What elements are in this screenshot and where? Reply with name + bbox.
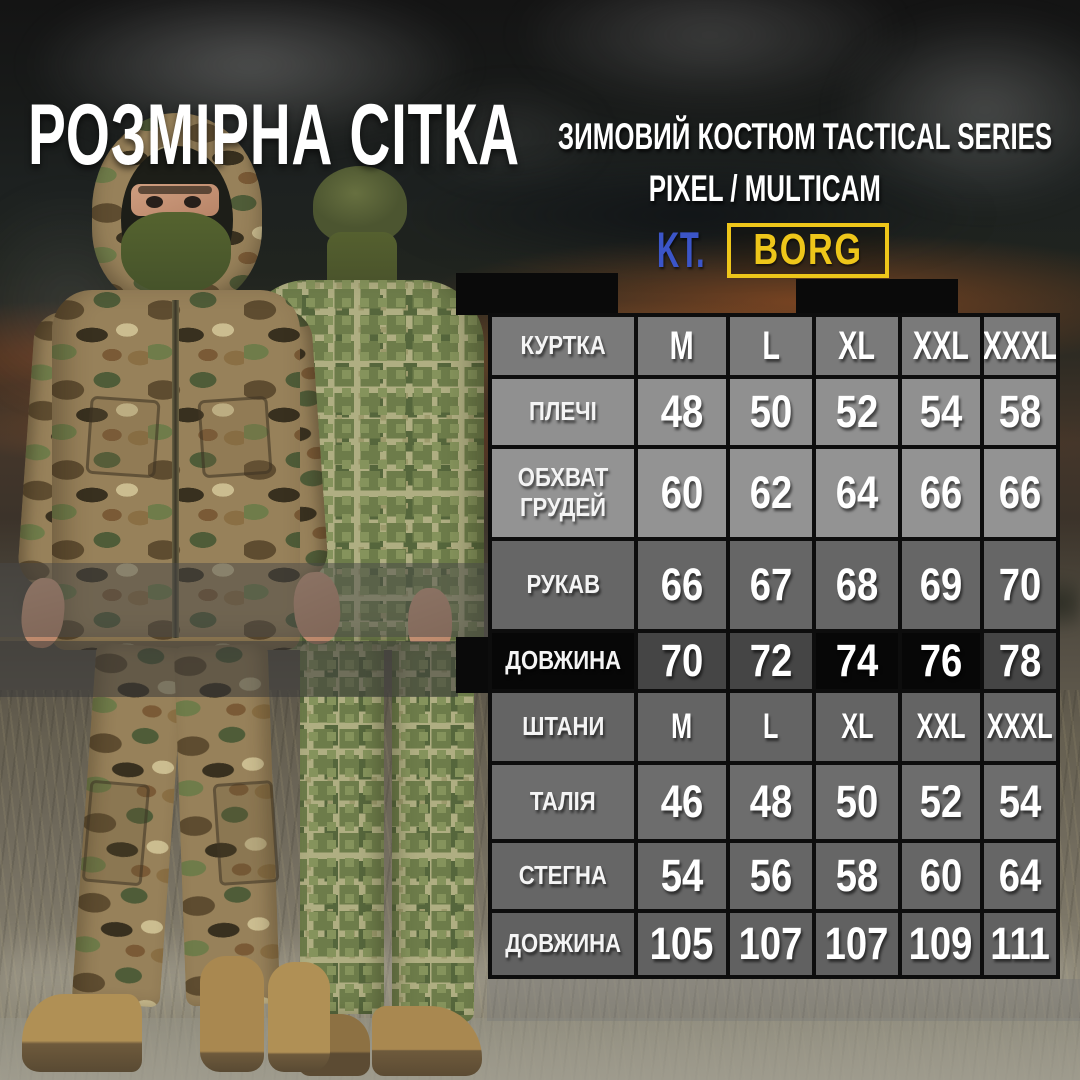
size-cell: L: [730, 693, 812, 761]
size-cell: 78: [984, 633, 1056, 689]
olive-face-mask: [121, 212, 231, 294]
size-cell: 54: [638, 843, 726, 909]
cargo-pocket: [81, 779, 151, 887]
black-accent-block: [456, 637, 492, 693]
size-cell: 70: [638, 633, 726, 689]
row-label: ДОВЖИНА: [492, 913, 634, 975]
size-cell: 56: [730, 843, 812, 909]
row-label: ОБХВАТ ГРУДЕЙ: [492, 449, 634, 537]
row-label: ДОВЖИНА: [492, 633, 634, 689]
size-cell: 50: [730, 379, 812, 445]
pixel-pants-leg: [300, 642, 384, 1014]
size-cell: 74: [816, 633, 898, 689]
size-cell: XXXL: [984, 693, 1056, 761]
size-cell: 48: [730, 765, 812, 839]
row-label: ШТАНИ: [492, 693, 634, 761]
size-cell: M: [638, 317, 726, 375]
table-footer-shade: [487, 979, 1080, 1021]
row-stripe-overlay: [0, 641, 458, 697]
size-cell: 60: [638, 449, 726, 537]
size-cell: 105: [638, 913, 726, 975]
storm-cloud: [280, 140, 1080, 290]
size-cell: 109: [902, 913, 980, 975]
table-row: ТАЛІЯ 46 48 50 52 54: [492, 765, 1056, 839]
ground-strip: [0, 1018, 1080, 1080]
page-title: РОЗМІРНА СІТКА: [28, 86, 520, 183]
eyebrows: [138, 186, 212, 194]
size-cell: XXL: [902, 317, 980, 375]
boot: [372, 1006, 482, 1076]
size-cell: 107: [816, 913, 898, 975]
boot: [200, 956, 264, 1072]
boot: [22, 994, 142, 1072]
black-accent-block: [796, 279, 958, 315]
size-cell: 58: [984, 379, 1056, 445]
size-cell: XL: [816, 317, 898, 375]
table-row: ДОВЖИНА 70 72 74 76 78: [492, 633, 1056, 689]
size-cell: 54: [902, 379, 980, 445]
brand-name: BORG: [752, 225, 863, 274]
size-table: КУРТКА M L XL XXL XXXL ПЛЕЧІ 48 50 52 54 58 ОБХВАТ Г…: [488, 313, 1060, 979]
size-cell: XXXL: [984, 317, 1056, 375]
brand-logo: KT. BORG: [452, 223, 1078, 278]
size-cell: XL: [816, 693, 898, 761]
size-cell: 66: [902, 449, 980, 537]
table-row: ДОВЖИНА 105 107 107 109 111: [492, 913, 1056, 975]
size-cell: 107: [730, 913, 812, 975]
subtitle-block: ЗИМОВИЙ КОСТЮМ TACTICAL SERIES PIXEL / M…: [452, 118, 1078, 278]
size-cell: 70: [984, 541, 1056, 629]
row-label: РУКАВ: [492, 541, 634, 629]
size-cell: 46: [638, 765, 726, 839]
size-cell: 60: [902, 843, 980, 909]
chest-pocket: [197, 395, 273, 479]
table-row: ШТАНИ M L XL XXL XXXL: [492, 693, 1056, 761]
pixel-pants-leg: [392, 642, 474, 1022]
jacket-zipper: [172, 300, 179, 638]
size-cell: 52: [902, 765, 980, 839]
size-cell: 111: [984, 913, 1056, 975]
size-cell: 66: [984, 449, 1056, 537]
size-cell: 52: [816, 379, 898, 445]
chest-pocket: [85, 395, 161, 479]
subtitle-line1: ЗИМОВИЙ КОСТЮМ TACTICAL SERIES: [557, 116, 1053, 157]
table-row: ПЛЕЧІ 48 50 52 54 58: [492, 379, 1056, 445]
size-cell: 68: [816, 541, 898, 629]
black-accent-block: [456, 273, 618, 315]
row-label: СТЕГНА: [492, 843, 634, 909]
cargo-pocket: [212, 780, 280, 886]
eye: [184, 196, 201, 208]
brand-prefix: KT.: [656, 222, 705, 279]
size-cell: 66: [638, 541, 726, 629]
size-cell: 58: [816, 843, 898, 909]
table-row: РУКАВ 66 67 68 69 70: [492, 541, 1056, 629]
row-label: КУРТКА: [492, 317, 634, 375]
size-cell: 48: [638, 379, 726, 445]
boot: [268, 962, 330, 1072]
size-cell: L: [730, 317, 812, 375]
row-label: ТАЛІЯ: [492, 765, 634, 839]
size-cell: 76: [902, 633, 980, 689]
subtitle-line2: PIXEL / MULTICAM: [648, 168, 882, 209]
brand-box: BORG: [726, 223, 889, 278]
row-stripe-overlay: [0, 563, 490, 637]
eye: [146, 196, 163, 208]
size-cell: 64: [816, 449, 898, 537]
size-cell: 50: [816, 765, 898, 839]
olive-beanie: [313, 166, 407, 244]
table-row: КУРТКА M L XL XXL XXXL: [492, 317, 1056, 375]
size-cell: M: [638, 693, 726, 761]
size-cell: 54: [984, 765, 1056, 839]
table-row: ОБХВАТ ГРУДЕЙ 60 62 64 66 66: [492, 449, 1056, 537]
size-cell: 72: [730, 633, 812, 689]
table-row: СТЕГНА 54 56 58 60 64: [492, 843, 1056, 909]
size-cell: XXL: [902, 693, 980, 761]
size-cell: 64: [984, 843, 1056, 909]
row-label: ПЛЕЧІ: [492, 379, 634, 445]
size-cell: 69: [902, 541, 980, 629]
size-cell: 62: [730, 449, 812, 537]
size-cell: 67: [730, 541, 812, 629]
